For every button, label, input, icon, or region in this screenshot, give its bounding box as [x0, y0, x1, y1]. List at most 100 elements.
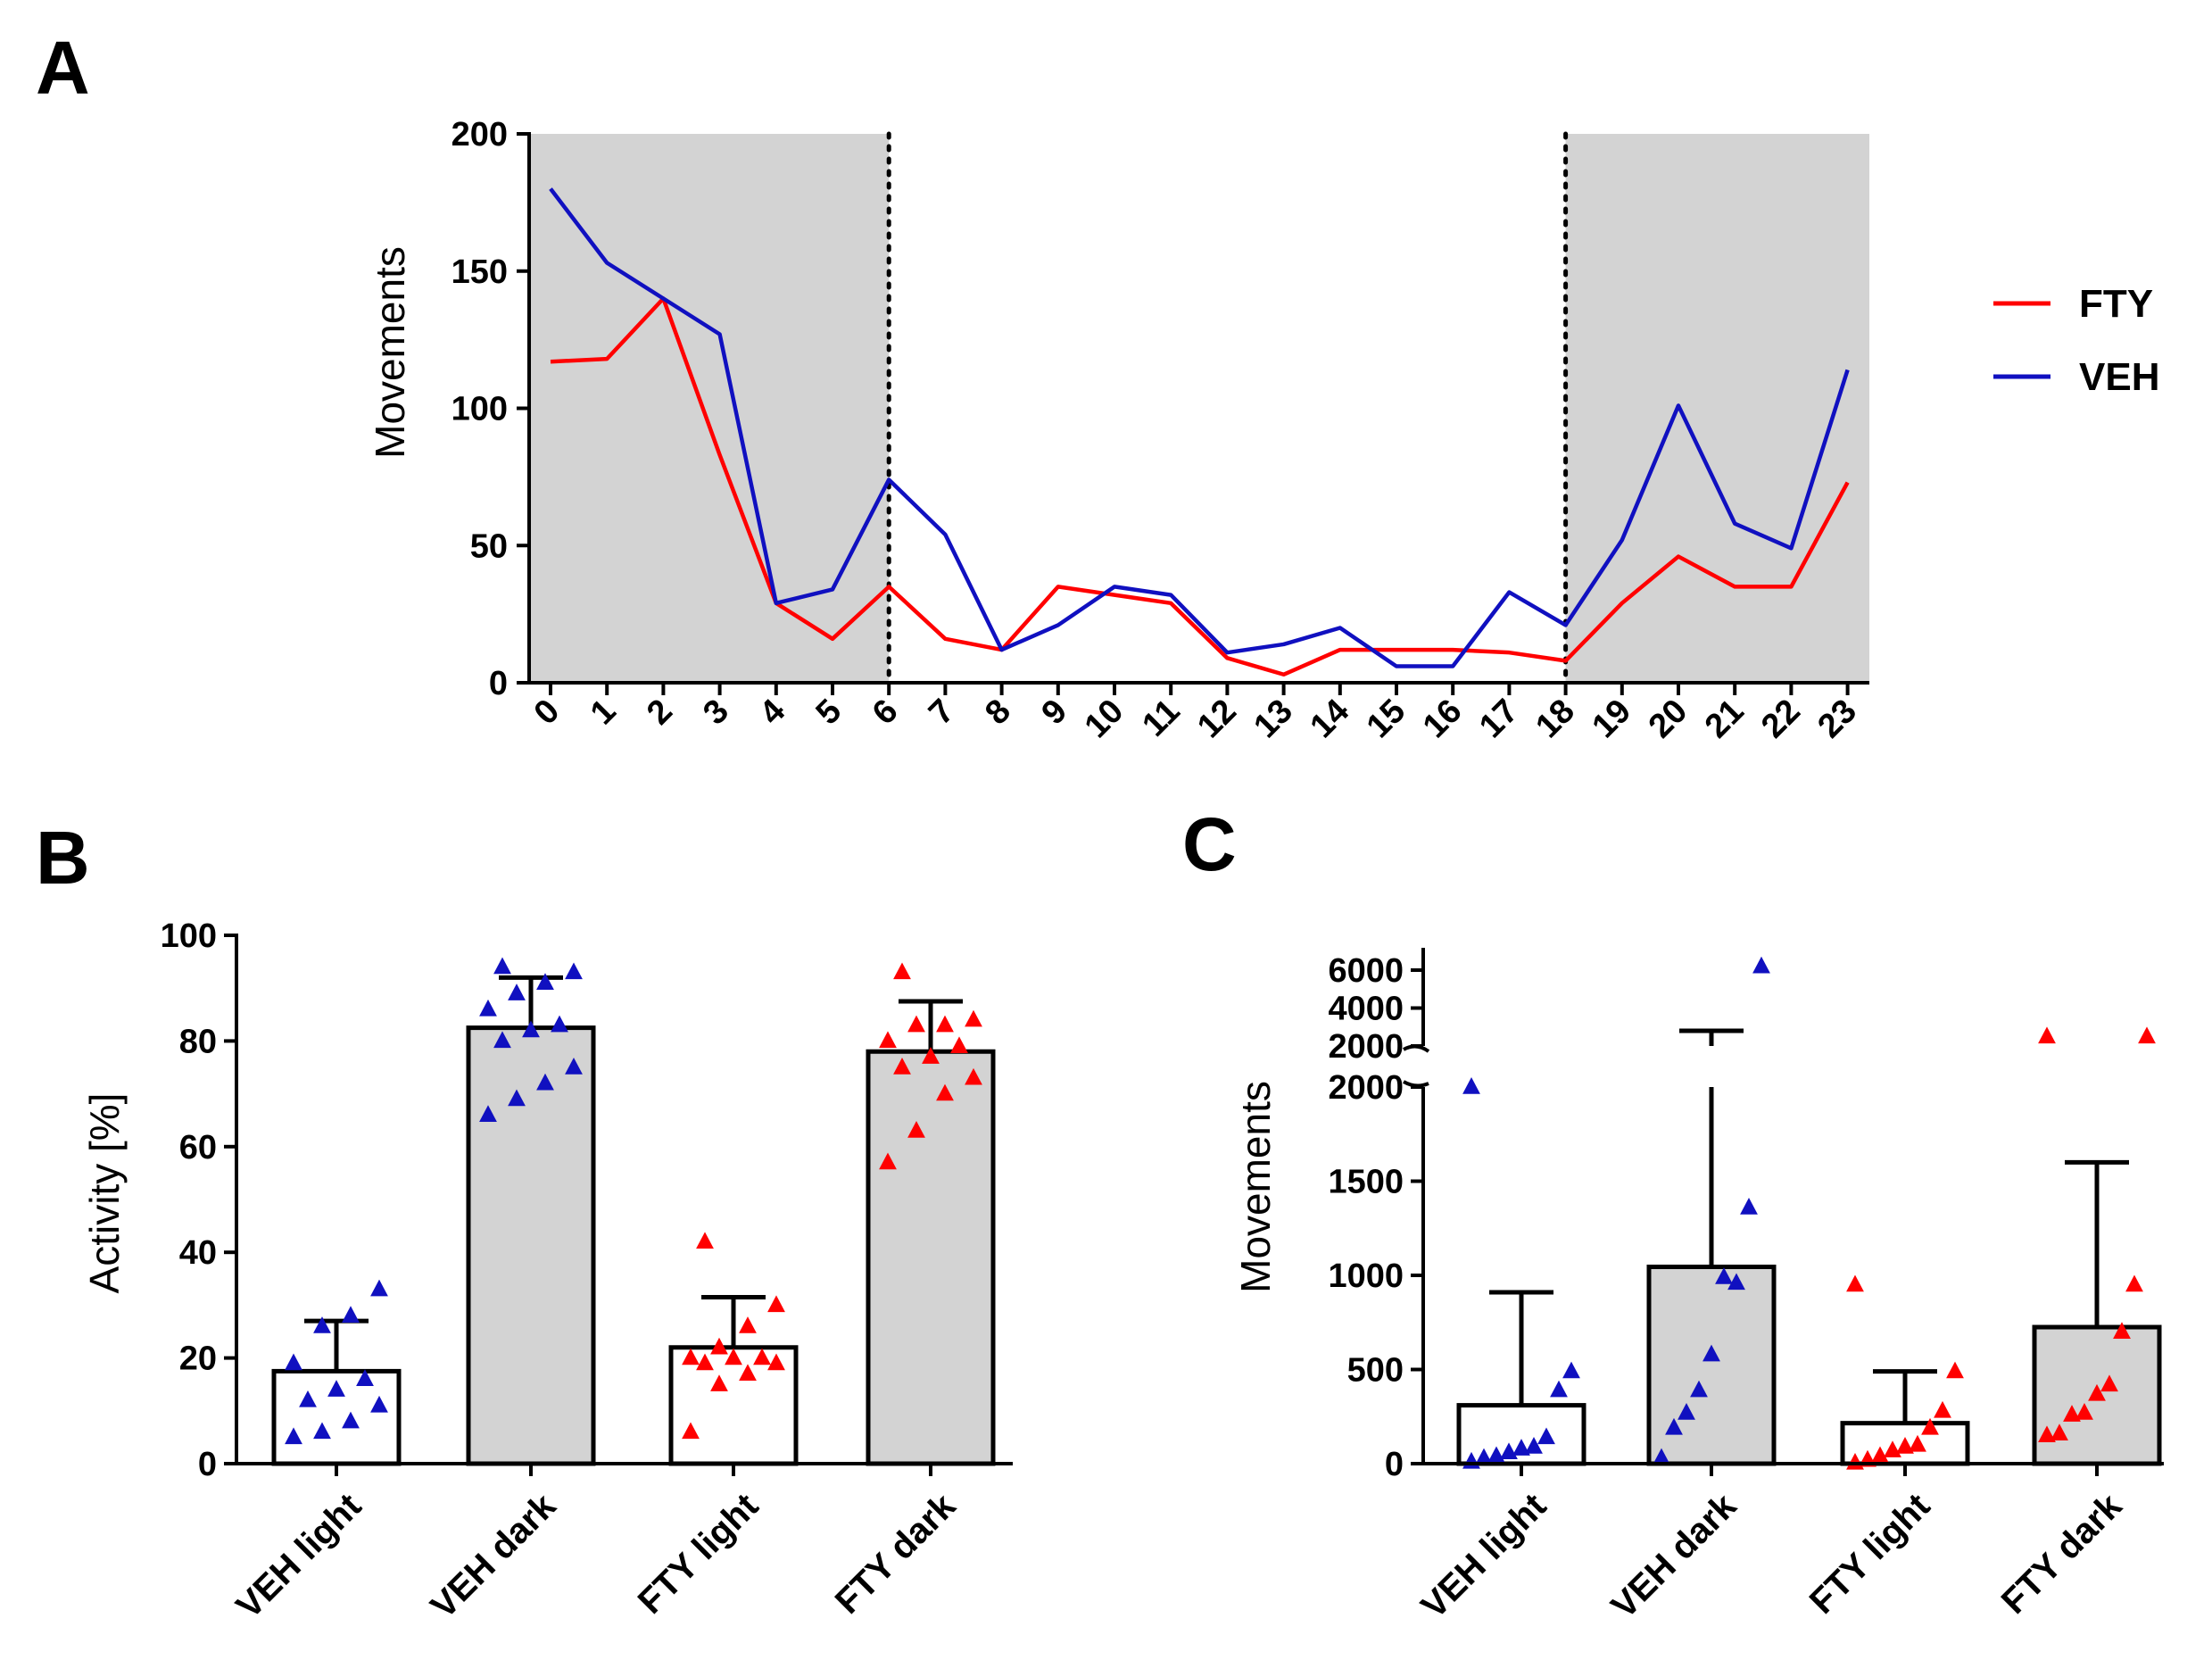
- data-point-triangle: [536, 1073, 554, 1091]
- data-point-triangle: [536, 973, 554, 990]
- data-point-triangle: [1871, 1446, 1889, 1464]
- data-point-triangle: [879, 1152, 897, 1170]
- x-tick-label-a: 7: [922, 693, 962, 733]
- panel-label-a: A: [36, 26, 90, 110]
- data-point-triangle: [1934, 1400, 1951, 1418]
- x-tick-label-a: 4: [753, 693, 793, 733]
- data-point-triangle: [493, 957, 511, 975]
- data-point-triangle: [1462, 1077, 1480, 1094]
- data-point-triangle: [2050, 1423, 2068, 1440]
- x-tick-label-a: 13: [1247, 693, 1300, 746]
- y-tick-label-b: 60: [179, 1129, 217, 1166]
- x-tick-label-a: 16: [1416, 693, 1470, 746]
- data-point-triangle: [2075, 1403, 2093, 1420]
- data-point-triangle: [1921, 1417, 1939, 1435]
- data-point-triangle: [2038, 1026, 2056, 1044]
- data-point-triangle: [2113, 1322, 2131, 1339]
- data-point-triangle: [739, 1364, 757, 1382]
- data-point-triangle: [1537, 1427, 1555, 1445]
- y-tick-label-b: 80: [179, 1023, 217, 1060]
- x-tick-label-a: 18: [1529, 693, 1582, 746]
- data-point-triangle: [1475, 1448, 1493, 1465]
- data-point-triangle: [313, 1422, 331, 1440]
- data-point-triangle: [551, 1015, 568, 1033]
- data-point-triangle: [2038, 1425, 2056, 1443]
- data-point-triangle: [1512, 1439, 1530, 1456]
- data-point-triangle: [965, 1009, 982, 1027]
- data-point-triangle: [2100, 1374, 2118, 1392]
- data-point-triangle: [356, 1369, 374, 1386]
- y-tick-label-c-upper: 6000: [1328, 952, 1404, 990]
- axis-break-mark-lower: [1403, 1080, 1429, 1088]
- data-point-triangle: [565, 962, 583, 980]
- category-label-b: FTY light: [631, 1486, 766, 1622]
- series-line-fty: [550, 296, 1850, 677]
- x-tick-label-a: 2: [640, 693, 680, 733]
- category-label-b: VEH dark: [423, 1486, 563, 1626]
- data-point-triangle: [299, 1390, 317, 1407]
- data-point-triangle: [907, 1121, 925, 1138]
- data-point-triangle: [493, 1031, 511, 1049]
- x-tick-label-a: 10: [1078, 693, 1131, 746]
- data-point-triangle: [936, 1083, 954, 1101]
- data-point-triangle: [696, 1353, 714, 1371]
- y-tick-label-c-upper: 4000: [1328, 991, 1404, 1028]
- data-point-triangle: [1752, 956, 1770, 974]
- data-point-triangle: [508, 984, 526, 1000]
- y-tick-label-c: 500: [1347, 1352, 1404, 1390]
- data-point-triangle: [682, 1348, 700, 1365]
- data-point-triangle: [1727, 1273, 1745, 1291]
- data-point-triangle: [936, 1015, 954, 1033]
- data-point-triangle: [479, 1105, 497, 1122]
- data-point-triangle: [965, 1067, 982, 1085]
- y-tick-label-c: 1000: [1328, 1257, 1404, 1295]
- category-label-c: FTY light: [1802, 1486, 1938, 1622]
- data-point-triangle: [370, 1279, 388, 1297]
- y-axis-title-b: Activity [%]: [81, 1093, 128, 1294]
- data-point-triangle: [327, 1380, 345, 1397]
- data-point-triangle: [1740, 1198, 1758, 1215]
- data-point-triangle: [893, 962, 911, 980]
- data-point-triangle: [1550, 1380, 1568, 1398]
- y-tick-label-a: 0: [489, 665, 508, 702]
- category-label-b: FTY dark: [828, 1486, 964, 1622]
- y-tick-label-c: 1500: [1328, 1164, 1404, 1201]
- data-point-triangle: [682, 1422, 700, 1440]
- dark-period-shading: [529, 131, 1869, 685]
- data-point-triangle: [1525, 1437, 1543, 1454]
- data-point-triangle: [342, 1411, 360, 1429]
- bars-b: [271, 957, 996, 1466]
- data-point-triangle: [1896, 1437, 1914, 1454]
- dark-period-night-start: [529, 134, 890, 683]
- data-point-triangle: [1702, 1344, 1720, 1362]
- data-point-triangle: [710, 1337, 728, 1355]
- data-point-triangle: [950, 1036, 968, 1054]
- data-point-triangle: [1690, 1380, 1708, 1398]
- y-tick-label-a: 50: [470, 527, 508, 565]
- panel-label-c: C: [1182, 802, 1237, 886]
- data-point-triangle: [879, 1031, 897, 1049]
- legend-label-veh: VEH: [2079, 355, 2159, 399]
- data-point-triangle: [2088, 1383, 2106, 1401]
- data-point-triangle: [370, 1395, 388, 1413]
- category-label-c: VEH dark: [1603, 1486, 1744, 1626]
- data-point-triangle: [753, 1348, 771, 1365]
- data-point-triangle: [2138, 1026, 2156, 1044]
- x-tick-label-a: 14: [1304, 693, 1357, 746]
- data-point-triangle: [2125, 1274, 2143, 1292]
- data-point-triangle: [508, 1089, 526, 1107]
- series-lines: [549, 187, 1850, 677]
- x-tick-label-a: 23: [1810, 693, 1864, 746]
- data-point-triangle: [1653, 1448, 1670, 1465]
- data-point-triangle: [565, 1058, 583, 1075]
- x-tick-label-a: 17: [1472, 693, 1526, 746]
- y-tick-label-b: 20: [179, 1340, 217, 1378]
- data-point-triangle: [922, 1047, 940, 1064]
- data-point-triangle: [767, 1295, 785, 1313]
- x-tick-label-a: 12: [1190, 693, 1244, 746]
- x-tick-label-a: 1: [584, 693, 624, 733]
- data-point-triangle: [1562, 1361, 1580, 1379]
- bar-veh-dark: [466, 1025, 596, 1466]
